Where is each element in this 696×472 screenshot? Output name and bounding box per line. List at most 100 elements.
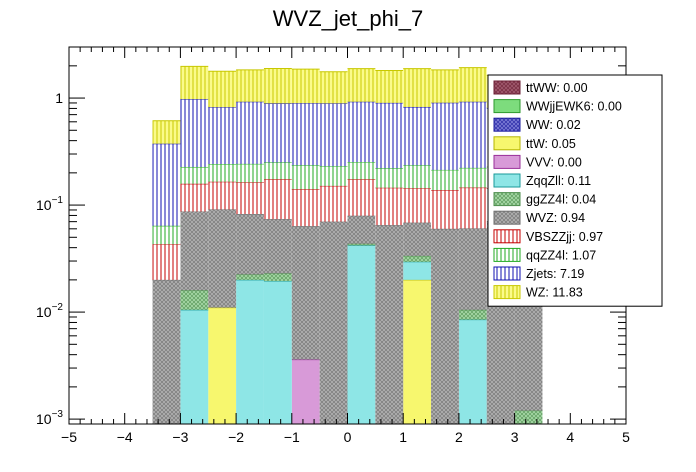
bar-Zjets-bin-3 — [236, 101, 264, 164]
legend-label-WVZ: WVZ: 0.94 — [526, 211, 585, 225]
legend-label-VVV: VVV: 0.00 — [526, 155, 582, 169]
bar-Zjets-bin-1 — [180, 99, 209, 167]
bar-Zjets-bin-10 — [431, 102, 459, 170]
bar-qqZZ4l-bin-7 — [347, 162, 376, 180]
legend-label-Zjets: Zjets: 7.19 — [526, 267, 584, 281]
y-tick-label: 1 — [55, 90, 63, 106]
x-tick-label: 1 — [399, 429, 407, 445]
series-ZqqZll — [180, 244, 487, 424]
bar-VBSZZjj-bin-10 — [431, 190, 459, 229]
bar-WVZ-bin-7 — [347, 215, 376, 244]
x-tick-label: −5 — [61, 429, 77, 445]
legend-swatch-VVV — [493, 154, 521, 169]
bar-qqZZ4l-bin-1 — [180, 166, 209, 184]
legend-swatch-WWjjEWK6 — [493, 99, 521, 114]
bar-Zjets-bin-6 — [319, 103, 348, 167]
legend: ttWW: 0.00 WWjjEWK6: 0.00 WW: 0.02 ttW: 0.0… — [487, 74, 663, 307]
bar-ZqqZll-bin-7 — [347, 245, 376, 424]
y-tick-label: 10−3 — [36, 409, 63, 427]
bar-WVZ-bin-5 — [291, 226, 320, 360]
bar-WZ-bin-11 — [458, 67, 487, 102]
bar-ZqqZll-bin-9 — [403, 261, 432, 280]
bar-qqZZ4l-bin-11 — [458, 167, 487, 188]
bar-WZ-bin-4 — [263, 68, 292, 104]
bar-ZqqZll-bin-1 — [180, 309, 209, 424]
legend-label-WWjjEWK6: WWjjEWK6: 0.00 — [526, 100, 622, 114]
bar-ggZZ4l-bin-3 — [236, 274, 264, 280]
bar-qqZZ4l-bin-4 — [263, 162, 292, 180]
bar-Zjets-bin-11 — [458, 101, 487, 168]
bar-ZqqZll-bin-11 — [458, 319, 487, 424]
y-tick-label: 10−1 — [36, 195, 63, 213]
legend-swatch-WZ — [493, 285, 521, 300]
bar-qqZZ4l-bin-9 — [403, 165, 432, 189]
legend-swatch-WVZ — [493, 210, 521, 225]
series-ttW — [208, 279, 432, 424]
x-tick-label: 2 — [455, 429, 463, 445]
bar-qqZZ4l-bin-2 — [208, 163, 237, 182]
legend-swatch-qqZZ4l — [493, 247, 521, 262]
legend-label-ttWW: ttWW: 0.00 — [526, 81, 588, 95]
x-tick-label: −1 — [284, 429, 300, 445]
bar-WZ-bin-8 — [375, 70, 404, 103]
bar-ggZZ4l-bin-13 — [514, 410, 543, 424]
bar-Zjets-bin-7 — [347, 101, 376, 163]
legend-swatch-ttWW — [493, 80, 521, 95]
bar-WVZ-bin-0 — [152, 279, 181, 424]
legend-label-VBSZZjj: VBSZZjj: 0.97 — [526, 230, 603, 244]
legend-swatch-ZqqZll — [493, 173, 521, 188]
legend-swatch-WW — [493, 117, 521, 132]
legend-swatch-VBSZZjj — [493, 229, 521, 244]
bar-VBSZZjj-bin-8 — [375, 187, 404, 226]
legend-label-ggZZ4l: ggZZ4l: 0.04 — [526, 193, 596, 207]
bar-ggZZ4l-bin-1 — [180, 290, 209, 310]
bar-Zjets-bin-4 — [263, 103, 292, 163]
bar-VBSZZjj-bin-1 — [180, 183, 209, 212]
bar-WVZ-bin-6 — [319, 221, 348, 424]
bar-qqZZ4l-bin-0 — [152, 225, 181, 245]
bar-qqZZ4l-bin-6 — [319, 166, 348, 186]
legend-label-ttW: ttW: 0.05 — [526, 137, 576, 151]
bar-WZ-bin-10 — [431, 69, 459, 103]
legend-label-WW: WW: 0.02 — [526, 118, 581, 132]
bar-WZ-bin-2 — [208, 71, 237, 108]
bar-ggZZ4l-bin-9 — [403, 255, 432, 262]
bar-VBSZZjj-bin-5 — [291, 189, 320, 227]
bar-qqZZ4l-bin-5 — [291, 165, 320, 190]
bar-WZ-bin-6 — [319, 71, 348, 104]
bar-ttW-bin-2 — [208, 307, 237, 424]
legend-swatch-ggZZ4l — [493, 192, 521, 207]
bar-VBSZZjj-bin-11 — [458, 187, 487, 229]
bar-WZ-bin-9 — [403, 68, 432, 107]
bar-VBSZZjj-bin-2 — [208, 181, 237, 210]
bar-ttW-bin-9 — [403, 279, 432, 424]
series-VVV — [291, 359, 320, 424]
bar-WVZ-bin-1 — [180, 211, 209, 291]
bar-qqZZ4l-bin-3 — [236, 163, 264, 183]
bar-Zjets-bin-9 — [403, 106, 432, 166]
bar-VBSZZjj-bin-9 — [403, 188, 432, 223]
legend-swatch-Zjets — [493, 266, 521, 281]
bar-WVZ-bin-11 — [458, 228, 487, 310]
bar-qqZZ4l-bin-10 — [431, 169, 459, 191]
bar-WZ-bin-7 — [347, 68, 376, 102]
bar-qqZZ4l-bin-8 — [375, 168, 404, 188]
bar-WVZ-bin-4 — [263, 219, 292, 274]
bar-WZ-bin-3 — [236, 69, 264, 102]
x-tick-label: −3 — [172, 429, 188, 445]
x-tick-label: 4 — [566, 429, 574, 445]
bar-VBSZZjj-bin-0 — [152, 244, 181, 280]
bar-ggZZ4l-bin-11 — [458, 309, 487, 320]
bar-VBSZZjj-bin-7 — [347, 179, 376, 216]
bar-VBSZZjj-bin-4 — [263, 179, 292, 220]
bar-ZqqZll-bin-3 — [236, 279, 264, 424]
bar-ggZZ4l-bin-4 — [263, 273, 292, 282]
bar-WVZ-bin-9 — [403, 222, 432, 256]
bar-Zjets-bin-5 — [291, 103, 320, 166]
legend-swatch-ttW — [493, 136, 521, 151]
bar-WZ-bin-5 — [291, 69, 320, 104]
legend-label-ZqqZll: ZqqZll: 0.11 — [526, 174, 591, 188]
bar-VVV-bin-5 — [291, 359, 320, 424]
bar-WZ-bin-1 — [180, 66, 209, 100]
bar-Zjets-bin-0 — [152, 143, 181, 226]
